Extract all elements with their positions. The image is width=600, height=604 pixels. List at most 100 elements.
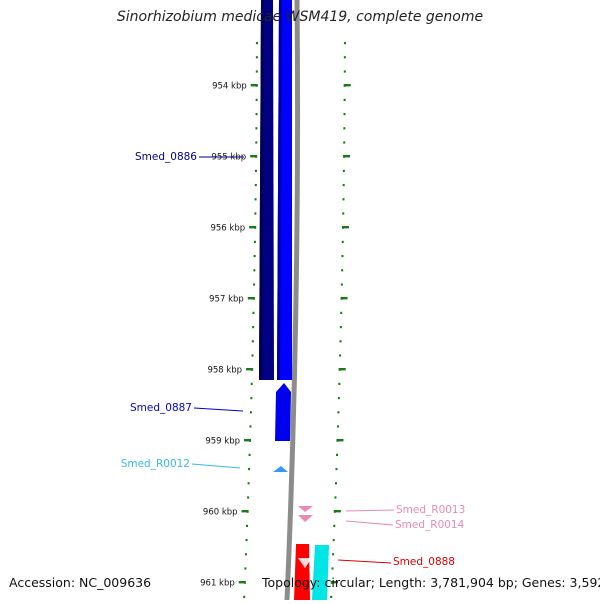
major-tick <box>241 510 249 513</box>
ring-dot <box>255 42 258 45</box>
ring-dot <box>330 595 333 598</box>
accession-label: Accession: NC_009636 <box>9 575 152 590</box>
ring-dot <box>336 425 339 428</box>
ring-dot <box>343 56 346 59</box>
ring-dot <box>334 496 337 499</box>
ring-dot <box>342 198 345 201</box>
gene-leader-line <box>337 559 392 564</box>
gene-feature-smed-0887 <box>275 383 291 441</box>
ring-dot <box>249 411 252 414</box>
gene-labels: Smed_0886 Smed_0887 Smed_R0012 Smed_R0013 Sm… <box>121 151 466 568</box>
ring-dot <box>254 198 257 201</box>
gene-feature-cyan <box>312 545 329 600</box>
ring-dot <box>335 453 338 456</box>
ring-dot <box>244 553 247 556</box>
ring-dot <box>337 397 340 400</box>
gene-feature-blue-edge <box>277 0 282 380</box>
gene-feature-smed-r0013 <box>298 506 313 512</box>
ring-dot <box>343 42 346 45</box>
ring-dot <box>249 425 252 428</box>
gene-label[interactable]: Smed_0886 <box>135 151 197 163</box>
major-tick <box>250 84 258 87</box>
major-tick-outer <box>343 84 351 87</box>
gene-feature-smed-0888-arrow <box>298 558 312 568</box>
ring-dot <box>253 240 256 243</box>
tick-label: 954 kbp <box>212 82 247 92</box>
ring-dot <box>254 184 257 187</box>
ring-dot <box>343 98 346 101</box>
gene-feature-smed-r0014 <box>298 515 313 522</box>
gene-label[interactable]: Smed_0887 <box>130 402 192 414</box>
ring-dot <box>335 468 338 471</box>
ring-dot <box>252 311 255 314</box>
ring-dot <box>244 567 247 570</box>
ring-dot <box>253 269 256 272</box>
map-title: Sinorhizobium medicae WSM419, complete g… <box>116 9 484 25</box>
ring-dot <box>253 283 256 286</box>
tick-label: 958 kbp <box>207 366 242 376</box>
ring-dot <box>250 397 253 400</box>
ring-dot <box>243 595 246 598</box>
ring-dot <box>334 482 337 485</box>
major-tick <box>247 297 255 300</box>
ring-dot <box>255 56 258 59</box>
ring-dot <box>251 340 254 343</box>
major-tick-outer <box>338 368 346 371</box>
ring-dot <box>255 127 258 130</box>
ring-dot <box>331 567 334 570</box>
ring-dot <box>246 524 249 527</box>
gene-feature-smed-0888 <box>294 544 310 600</box>
gene-leader-line <box>191 463 241 469</box>
major-tick <box>244 439 252 442</box>
ring-dot <box>245 539 248 542</box>
ring-dot <box>333 524 336 527</box>
major-tick <box>250 155 258 158</box>
ring-dot <box>251 354 254 357</box>
ring-dot <box>340 283 343 286</box>
ring-dot <box>254 169 257 172</box>
ring-dot <box>247 496 250 499</box>
major-tick-outer <box>343 155 351 158</box>
gene-label[interactable]: Smed_0888 <box>393 556 455 568</box>
ring-dot <box>253 255 256 258</box>
inner-dotted-ring <box>243 42 258 598</box>
ring-dot <box>341 269 344 272</box>
ring-dot <box>252 326 255 329</box>
tick-label: 956 kbp <box>210 224 245 234</box>
ring-dot <box>339 354 342 357</box>
ring-dot <box>332 553 335 556</box>
gene-leader-line <box>345 509 395 512</box>
tick-label: 957 kbp <box>209 295 244 305</box>
gene-leader-line <box>193 407 244 412</box>
major-tick <box>249 226 257 229</box>
ring-dot <box>255 98 258 101</box>
backbone-ring <box>284 0 301 601</box>
gene-label[interactable]: Smed_R0012 <box>121 458 190 470</box>
outer-dotted-ring <box>330 42 346 598</box>
tick-label: 961 kbp <box>200 579 235 589</box>
ring-dot <box>248 453 251 456</box>
ring-dot <box>255 141 258 144</box>
major-tick-outer <box>330 581 338 584</box>
ring-dot <box>341 240 344 243</box>
ring-dot <box>337 411 340 414</box>
gene-feature-dark-blue-edge <box>259 0 264 380</box>
tick-label: 960 kbp <box>203 508 238 518</box>
ring-dot <box>341 255 344 258</box>
major-tick <box>246 368 254 371</box>
ring-dot <box>332 539 335 542</box>
ring-dot <box>343 70 346 73</box>
ring-dot <box>254 212 257 215</box>
major-tick-outer <box>336 439 344 442</box>
gene-label[interactable]: Smed_R0014 <box>395 519 465 531</box>
ring-dot <box>255 113 258 116</box>
ring-dot <box>338 382 341 385</box>
ring-dot <box>343 127 346 130</box>
tick-label: 959 kbp <box>205 437 240 447</box>
gene-label[interactable]: Smed_R0013 <box>396 504 465 516</box>
major-tick-outer <box>340 297 348 300</box>
ring-dot <box>247 482 250 485</box>
gene-leader-line <box>345 520 394 526</box>
